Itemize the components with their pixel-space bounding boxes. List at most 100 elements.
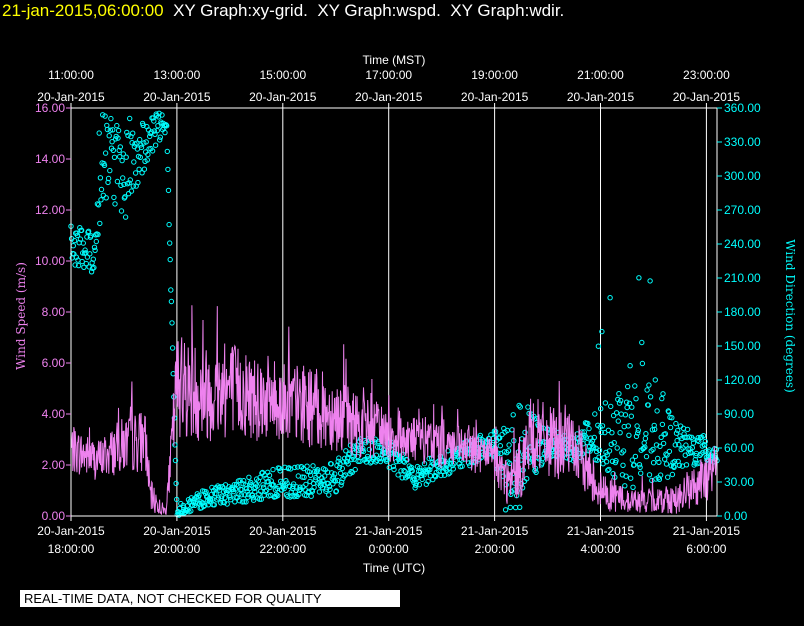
wind-direction-point (70, 243, 77, 249)
top-tick-time: 15:00:00 (259, 68, 306, 82)
wind-direction-point (228, 497, 234, 503)
wind-direction-point (102, 150, 109, 156)
wind-direction-point (277, 468, 283, 474)
wind-direction-point (98, 197, 104, 203)
wind-direction-point (666, 409, 672, 415)
wind-direction-point (114, 178, 121, 185)
wind-direction-point (249, 492, 256, 499)
top-tick-time: 19:00:00 (471, 68, 518, 82)
right-axis-title: Wind Direction (degrees) (783, 239, 797, 393)
wind-direction-point (445, 471, 452, 477)
wind-direction-point (122, 194, 128, 200)
wind-direction-point (676, 442, 682, 448)
wind-direction-point (642, 435, 649, 442)
wind-direction-point (169, 320, 175, 326)
wind-direction-point (72, 262, 78, 268)
wind-direction-point (658, 434, 664, 440)
wind-direction-point (235, 483, 241, 489)
wind-direction-point (154, 127, 161, 134)
wind-direction-point (635, 430, 641, 436)
wind-direction-point (93, 232, 99, 238)
bottom-tick-date: 20-Jan-2015 (37, 524, 105, 538)
left-tick-label: 12.00 (35, 203, 65, 217)
wind-direction-point (363, 440, 369, 446)
wind-direction-point (310, 463, 316, 469)
wind-direction-point (615, 418, 621, 424)
top-tick-date: 20-Jan-2015 (461, 90, 529, 104)
wind-direction-point (609, 458, 616, 464)
wind-direction-point (125, 132, 131, 139)
wind-direction-point (352, 466, 358, 473)
wind-direction-point (620, 462, 626, 468)
wind-direction-point (649, 427, 656, 433)
top-tick-date: 20-Jan-2015 (355, 90, 423, 104)
wind-direction-point (172, 457, 179, 464)
wind-direction-point (413, 480, 419, 487)
wind-direction-point (311, 484, 317, 491)
wind-direction-point (673, 430, 680, 436)
wind-direction-point (508, 488, 515, 495)
left-tick-label: 8.00 (42, 305, 66, 319)
wind-direction-point (243, 485, 250, 492)
wind-direction-point (91, 244, 98, 251)
wind-direction-point (308, 493, 314, 499)
wind-direction-point (662, 431, 668, 437)
wind-direction-point (127, 177, 134, 183)
left-tick-label: 0.00 (42, 509, 66, 523)
wind-direction-point (327, 486, 333, 493)
top-tick-time: 13:00:00 (154, 68, 201, 82)
right-axis: Wind Direction (degrees) 0.00 30.00 60.00 9… (717, 101, 797, 523)
wind-direction-point (120, 151, 127, 157)
wind-direction-point (174, 496, 180, 503)
wind-direction-point (629, 404, 635, 410)
wind-direction-point (112, 136, 119, 142)
wind-direction-point (303, 481, 309, 488)
wind-direction-point (598, 406, 604, 412)
wind-direction-point (694, 461, 700, 467)
wind-direction-point (599, 328, 605, 335)
wind-direction-point (293, 492, 299, 498)
wind-direction-point (351, 456, 357, 462)
wind-direction-point (640, 445, 647, 451)
wind-direction-point (115, 127, 122, 134)
wind-direction-point (629, 457, 636, 463)
wind-direction-point (522, 429, 528, 436)
wind-direction-point (167, 256, 173, 263)
right-tick-label: 150.00 (724, 339, 761, 353)
wind-direction-point (349, 469, 355, 475)
wind-direction-point (71, 237, 78, 244)
wind-direction-point (616, 391, 622, 397)
wind-direction-point (245, 494, 251, 500)
wind-direction-point (660, 440, 667, 447)
wind-direction-point (343, 448, 349, 454)
wind-direction-point (208, 491, 215, 498)
wind-direction-point (657, 472, 664, 478)
right-tick-label: 240.00 (724, 237, 761, 251)
wind-direction-point (646, 382, 652, 388)
wind-direction-point (641, 440, 647, 446)
wind-direction-point (137, 154, 144, 161)
wind-direction-point (599, 423, 606, 429)
wind-direction-point (404, 457, 410, 463)
top-tick-time: 23:00:00 (683, 68, 730, 82)
wind-direction-point (119, 157, 125, 164)
wind-direction-point (112, 201, 118, 207)
wind-direction-point (110, 127, 116, 133)
top-axis: Time (MST) 11:00:00 20-Jan-2015 13:00:00 20… (37, 53, 740, 108)
bottom-axis: Time (UTC) 20-Jan-2015 18:00:00 20-Jan-201… (37, 516, 740, 575)
graph-header: 21-jan-2015,06:00:00 XY Graph:xy-grid. X… (2, 1, 564, 21)
wind-direction-point (497, 435, 503, 441)
wind-direction-point (74, 230, 80, 236)
wind-direction-point (645, 402, 651, 408)
wind-direction-point (654, 408, 660, 414)
wind-direction-point (152, 142, 159, 148)
wind-direction-point (296, 487, 303, 493)
wind-direction-point (611, 440, 617, 446)
wind-direction-point (601, 455, 607, 461)
wind-direction-point (108, 115, 114, 122)
wind-direction-point (152, 131, 158, 138)
wind-direction-point (659, 395, 665, 402)
wind-direction-point (312, 477, 318, 483)
wind-direction-point (116, 147, 122, 154)
